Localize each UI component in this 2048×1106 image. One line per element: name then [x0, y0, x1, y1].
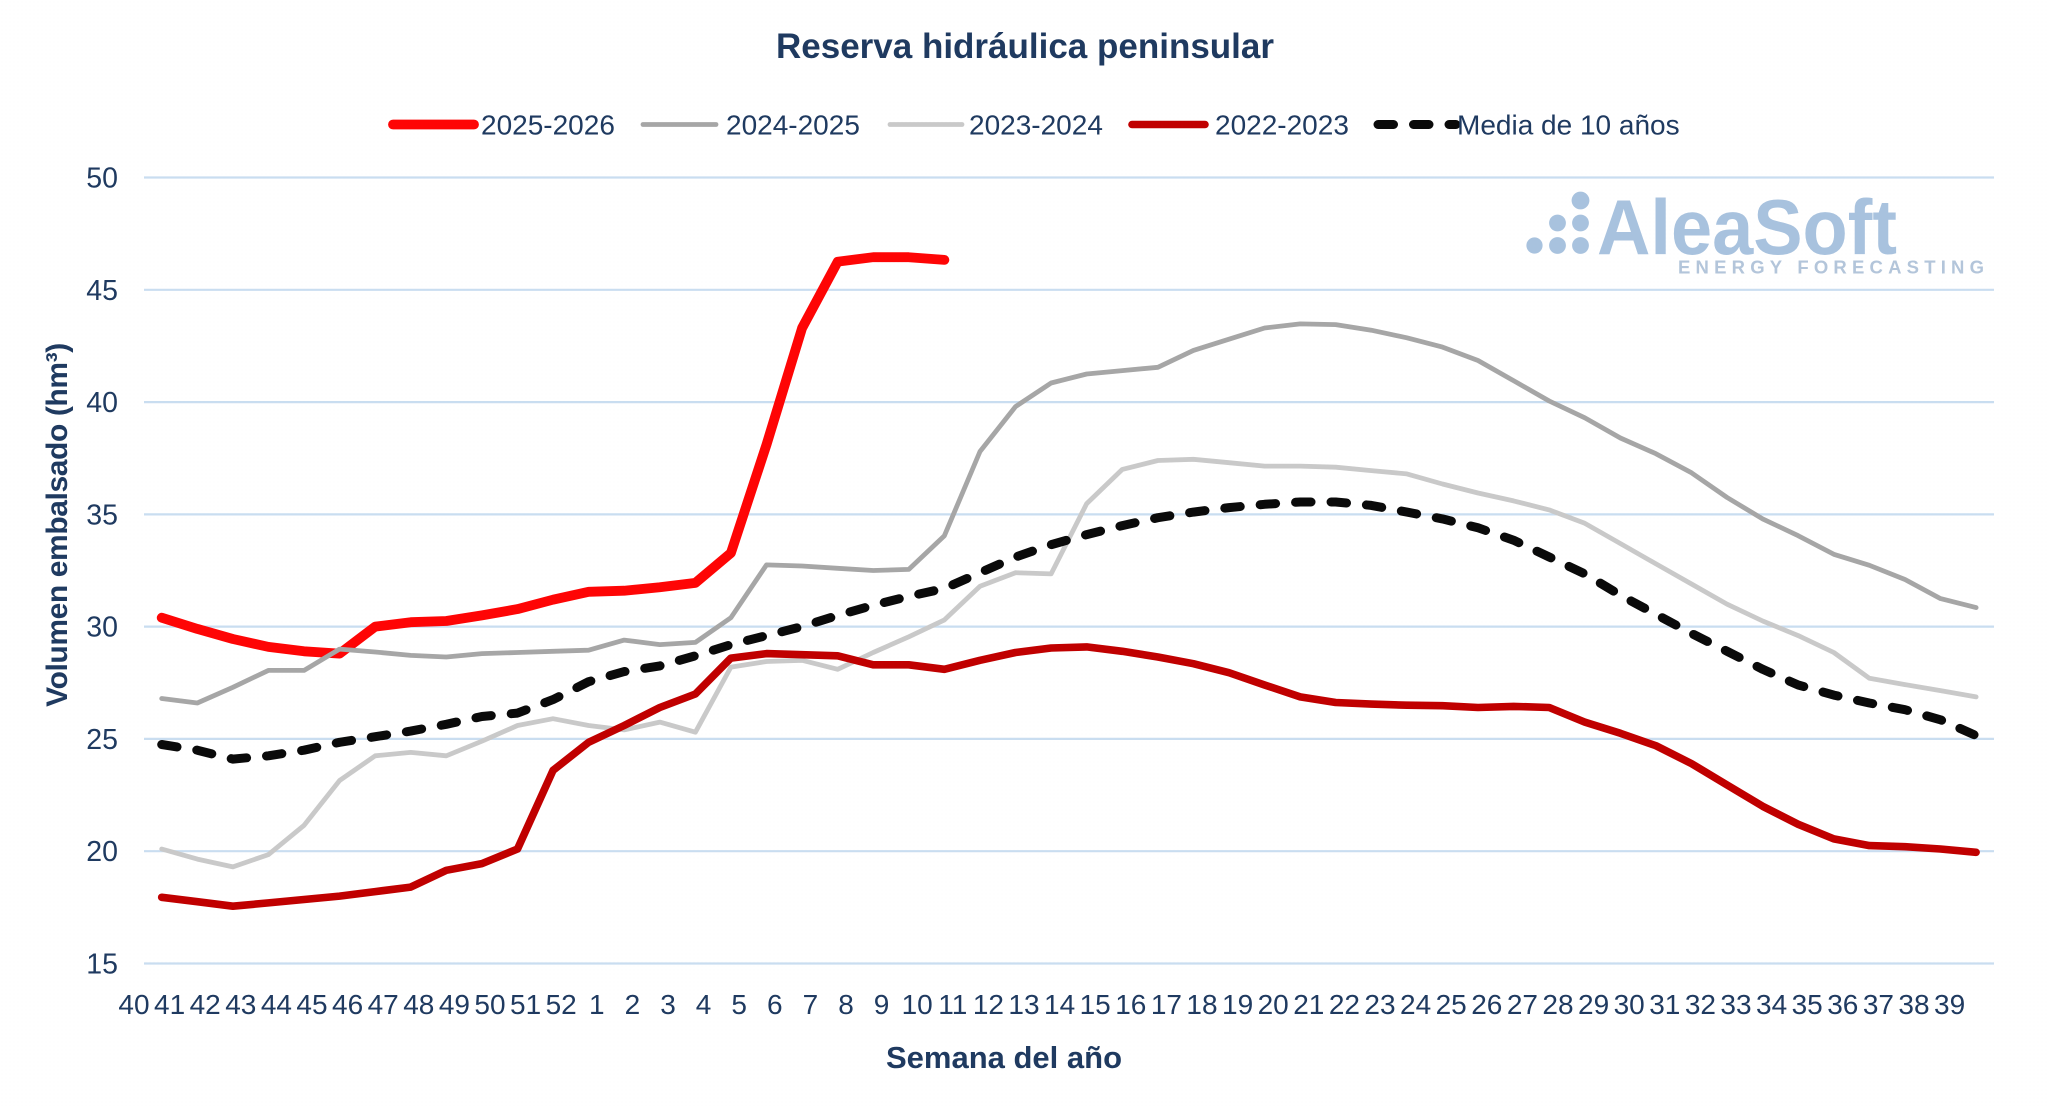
svg-text:13: 13 [1008, 989, 1039, 1020]
svg-text:44: 44 [261, 989, 292, 1020]
svg-text:8: 8 [838, 989, 854, 1020]
svg-text:16: 16 [1115, 989, 1146, 1020]
svg-text:49: 49 [439, 989, 470, 1020]
svg-text:52: 52 [546, 989, 577, 1020]
svg-text:AleaSoft: AleaSoft [1597, 183, 1897, 271]
svg-text:30: 30 [86, 612, 118, 644]
svg-text:40: 40 [118, 989, 149, 1020]
svg-text:48: 48 [403, 989, 434, 1020]
svg-text:50: 50 [86, 163, 118, 195]
svg-text:15: 15 [1080, 989, 1111, 1020]
svg-text:23: 23 [1364, 989, 1395, 1020]
svg-text:2: 2 [625, 989, 641, 1020]
svg-text:35: 35 [86, 499, 118, 531]
svg-text:33: 33 [1720, 989, 1751, 1020]
svg-text:45: 45 [296, 989, 327, 1020]
svg-text:10: 10 [902, 989, 933, 1020]
svg-text:27: 27 [1507, 989, 1538, 1020]
svg-text:41: 41 [154, 989, 185, 1020]
svg-text:2024-2025: 2024-2025 [726, 110, 860, 141]
svg-text:50: 50 [474, 989, 505, 1020]
svg-text:36: 36 [1827, 989, 1858, 1020]
svg-text:26: 26 [1471, 989, 1502, 1020]
svg-text:9: 9 [874, 989, 890, 1020]
svg-text:12: 12 [973, 989, 1004, 1020]
svg-text:4: 4 [696, 989, 712, 1020]
svg-text:45: 45 [86, 275, 118, 307]
svg-text:5: 5 [731, 989, 747, 1020]
svg-text:3: 3 [660, 989, 676, 1020]
svg-text:25: 25 [86, 724, 118, 756]
svg-text:37: 37 [1863, 989, 1894, 1020]
svg-text:2022-2023: 2022-2023 [1215, 110, 1349, 141]
svg-text:42: 42 [190, 989, 221, 1020]
svg-text:24: 24 [1400, 989, 1431, 1020]
svg-text:7: 7 [803, 989, 819, 1020]
svg-text:14: 14 [1044, 989, 1075, 1020]
svg-text:30: 30 [1614, 989, 1645, 1020]
svg-text:38: 38 [1898, 989, 1929, 1020]
svg-text:51: 51 [510, 989, 541, 1020]
svg-text:Reserva hidráulica peninsular: Reserva hidráulica peninsular [776, 27, 1274, 66]
svg-text:18: 18 [1186, 989, 1217, 1020]
svg-text:34: 34 [1756, 989, 1787, 1020]
svg-text:Volumen embalsado (hm³): Volumen embalsado (hm³) [41, 343, 74, 707]
svg-text:28: 28 [1542, 989, 1573, 1020]
svg-text:20: 20 [1258, 989, 1289, 1020]
svg-text:17: 17 [1151, 989, 1182, 1020]
svg-text:6: 6 [767, 989, 783, 1020]
svg-text:46: 46 [332, 989, 363, 1020]
svg-text:Media de 10 años: Media de 10 años [1457, 110, 1680, 141]
svg-text:31: 31 [1649, 989, 1680, 1020]
svg-text:32: 32 [1685, 989, 1716, 1020]
svg-text:11: 11 [938, 989, 967, 1020]
svg-text:39: 39 [1934, 989, 1965, 1020]
svg-text:22: 22 [1329, 989, 1360, 1020]
svg-text:15: 15 [86, 949, 118, 981]
svg-text:40: 40 [86, 387, 118, 419]
svg-text:2025-2026: 2025-2026 [481, 110, 615, 141]
svg-text:Semana del año: Semana del año [886, 1040, 1122, 1075]
svg-text:21: 21 [1293, 989, 1324, 1020]
svg-text:47: 47 [368, 989, 399, 1020]
svg-text:20: 20 [86, 836, 118, 868]
svg-text:2023-2024: 2023-2024 [969, 110, 1103, 141]
svg-text:19: 19 [1222, 989, 1253, 1020]
svg-text:35: 35 [1792, 989, 1823, 1020]
svg-text:29: 29 [1578, 989, 1609, 1020]
svg-text:25: 25 [1436, 989, 1467, 1020]
svg-text:43: 43 [225, 989, 256, 1020]
svg-text:1: 1 [589, 989, 605, 1020]
